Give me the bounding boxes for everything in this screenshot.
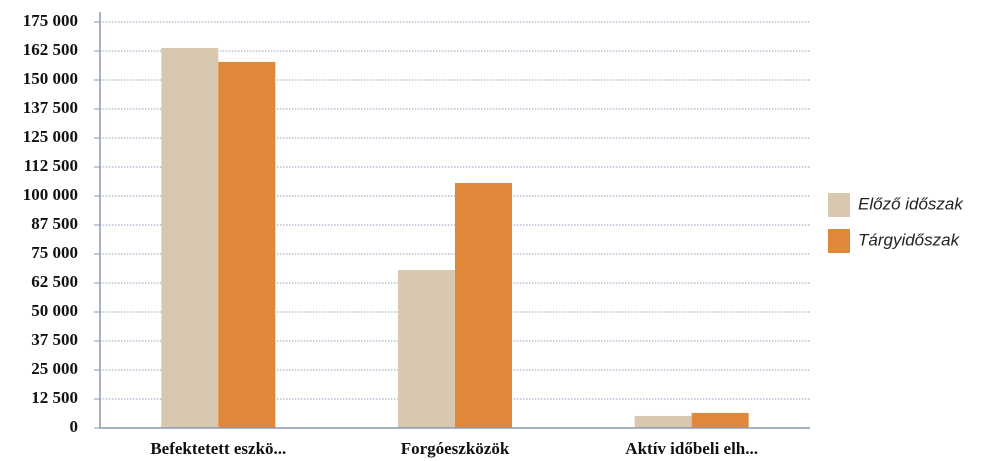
y-tick-label: 25 000 [31, 359, 78, 378]
bar [455, 183, 512, 428]
y-tick-label: 12 500 [31, 388, 78, 407]
bar [398, 270, 455, 428]
bar [691, 412, 749, 428]
legend-label: Előző időszak [858, 194, 964, 213]
legend-swatch [828, 229, 850, 253]
x-tick-label: Befektetett eszkö... [150, 439, 286, 458]
bar [634, 415, 692, 428]
y-tick-label: 37 500 [31, 330, 78, 349]
legend-label: Tárgyidőszak [858, 230, 961, 249]
y-tick-label: 87 500 [31, 214, 78, 233]
bar [218, 61, 276, 429]
x-tick-label: Aktív időbeli elh... [625, 439, 758, 458]
y-tick-label: 112 500 [24, 156, 78, 175]
y-tick-label: 75 000 [31, 243, 78, 262]
y-tick-label: 50 000 [31, 301, 78, 320]
y-tick-label: 100 000 [23, 185, 78, 204]
legend-swatch [828, 193, 850, 217]
y-tick-label: 137 500 [23, 98, 78, 117]
y-tick-label: 162 500 [23, 40, 78, 59]
bar [161, 47, 219, 428]
y-tick-label: 0 [70, 417, 79, 436]
x-tick-label: Forgóeszközök [401, 439, 510, 458]
y-tick-label: 62 500 [31, 272, 78, 291]
y-tick-label: 125 000 [23, 127, 78, 146]
y-tick-label: 175 000 [23, 11, 78, 30]
y-tick-label: 150 000 [23, 69, 78, 88]
